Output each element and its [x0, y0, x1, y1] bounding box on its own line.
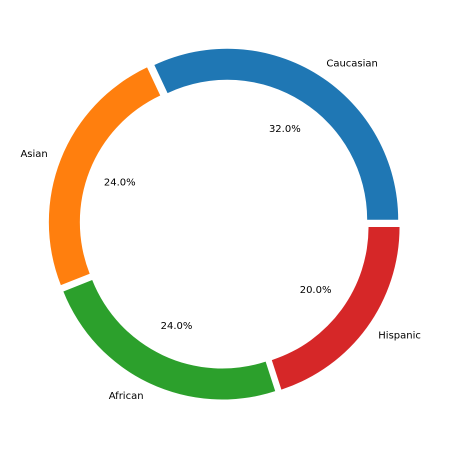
category-label-caucasian: Caucasian	[326, 58, 378, 69]
category-label-asian: Asian	[20, 149, 47, 160]
slice-african	[63, 280, 276, 400]
category-label-african: African	[109, 391, 144, 402]
slice-hispanic	[271, 226, 400, 390]
slice-caucasian	[154, 48, 399, 220]
percent-label-asian: 24.0%	[104, 178, 136, 189]
percent-label-hispanic: 20.0%	[300, 285, 332, 296]
labels-group: Caucasian 32.0% Asian 24.0% African 24.0% Hisp…	[20, 58, 420, 402]
slice-asian	[48, 67, 161, 286]
percent-label-caucasian: 32.0%	[269, 124, 301, 135]
category-label-hispanic: Hispanic	[378, 331, 421, 342]
percent-label-african: 24.0%	[161, 321, 193, 332]
slices-group	[48, 48, 400, 400]
